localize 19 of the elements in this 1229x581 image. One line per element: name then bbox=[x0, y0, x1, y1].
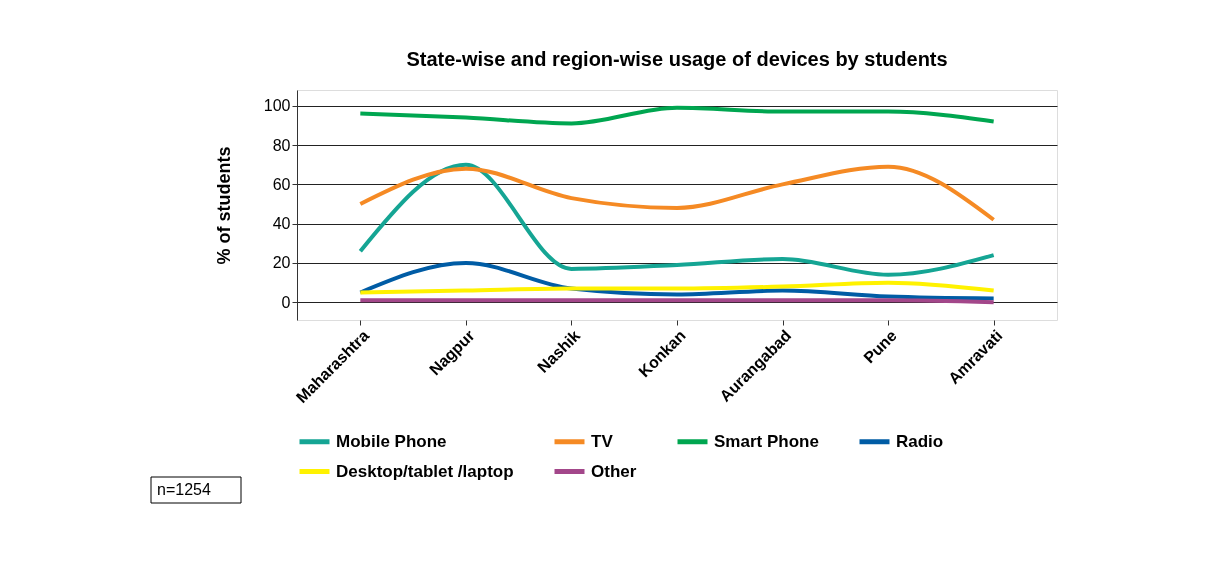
line-series bbox=[358, 164, 996, 222]
legend-label: Other bbox=[591, 461, 637, 481]
y-tick-label: 40 bbox=[272, 215, 291, 233]
line-series bbox=[358, 162, 996, 277]
legend-label: Mobile Phone bbox=[336, 431, 447, 451]
y-tick-label: 80 bbox=[272, 136, 291, 154]
y-axis-title: % of students bbox=[213, 146, 234, 265]
y-tick-label: 100 bbox=[263, 97, 291, 115]
legend-label: TV bbox=[591, 431, 614, 451]
text: n=1254 bbox=[157, 481, 211, 498]
y-tick-label: 20 bbox=[272, 254, 291, 272]
legend-label: Desktop/tablet /laptop bbox=[336, 461, 514, 481]
y-tick-label: 60 bbox=[272, 175, 291, 193]
line-series bbox=[358, 105, 996, 126]
line-series bbox=[358, 280, 996, 295]
legend-label: Smart Phone bbox=[714, 431, 819, 451]
chart-title: State-wise and region-wise usage of devices by students bbox=[406, 48, 948, 70]
y-tick-label: 0 bbox=[281, 293, 291, 311]
legend-label: Radio bbox=[896, 431, 944, 451]
